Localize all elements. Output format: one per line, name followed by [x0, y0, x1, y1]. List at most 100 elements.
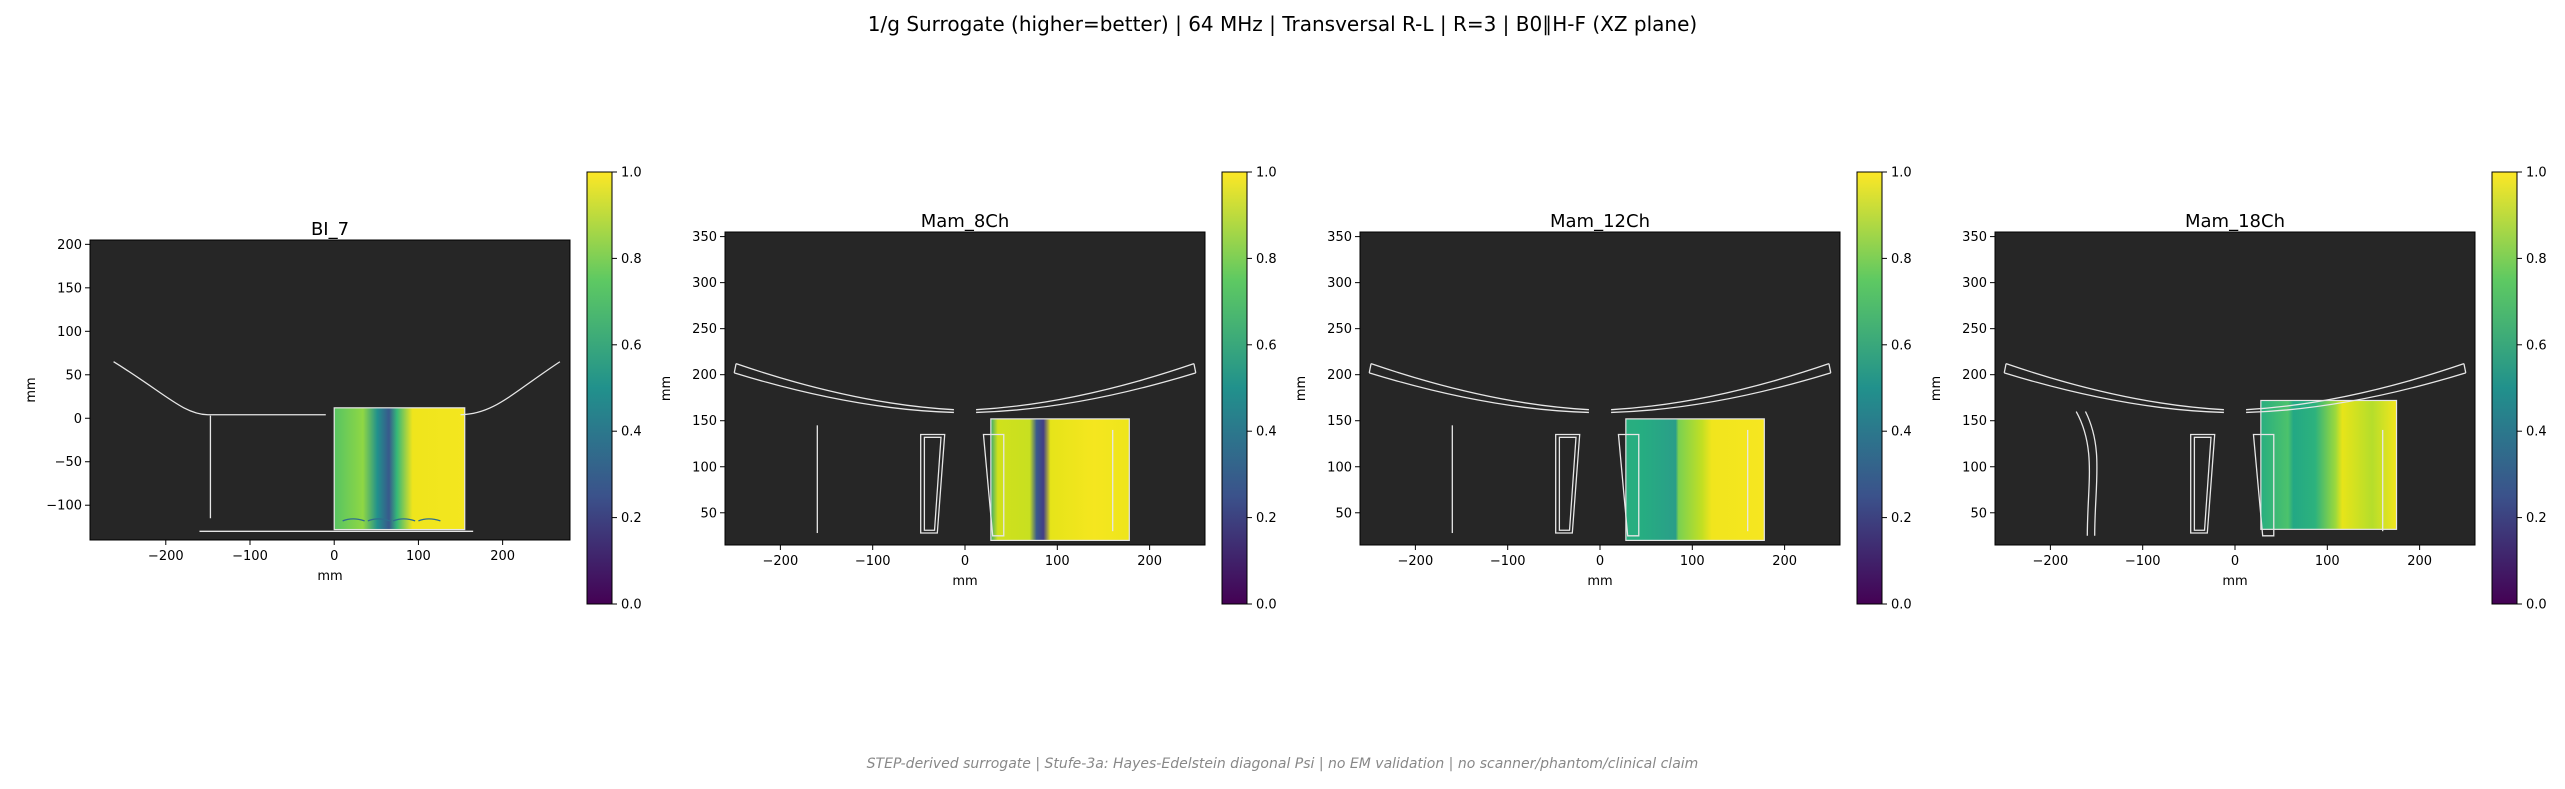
plot-area [725, 232, 1205, 545]
colorbar-tick-label: 0.2 [621, 511, 642, 526]
y-tick-label: 150 [1327, 414, 1352, 429]
subplot-title: Mam_12Ch [1550, 211, 1650, 232]
colorbar: 0.0 0.2 0.4 0.6 0.8 1.0 [2491, 166, 2547, 613]
subplot-title: Mam_18Ch [2185, 211, 2285, 232]
subplot-4: −200 −100 0 100 200 50 100 150 200 250 300 350 mm mm M… [1929, 166, 2547, 613]
y-tick-label: 200 [1327, 368, 1352, 383]
colorbar-gradient [1856, 171, 1883, 605]
coil-element-right [1617, 433, 1640, 537]
field-heatmap [334, 407, 465, 530]
colorbar-tick-label: 0.4 [1891, 425, 1912, 440]
x-tick-label: −100 [1490, 554, 1526, 569]
y-tick-label: 150 [692, 414, 717, 429]
field-outline [1625, 418, 1765, 541]
x-axis-label: mm [2222, 574, 2247, 589]
field-artifact [367, 518, 391, 522]
field-outline [333, 407, 466, 531]
plate-end [1368, 363, 1372, 373]
y-tick-label: 200 [692, 368, 717, 383]
figure-title: 1/g Surrogate (higher=better) | 64 MHz |… [867, 12, 1698, 36]
colorbar-tick-label: 1.0 [2526, 166, 2547, 181]
axes-frame [89, 239, 571, 541]
x-tick-label: 0 [2231, 554, 2239, 569]
x-tick-label: 200 [2407, 554, 2432, 569]
x-tick-label: 200 [1137, 554, 1162, 569]
colorbar-gradient [2491, 171, 2518, 605]
x-axis-label: mm [317, 569, 342, 584]
y-tick-label: 150 [57, 281, 82, 296]
colorbar: 0.0 0.2 0.4 0.6 0.8 1.0 [1856, 166, 1912, 613]
coil-element-left [2075, 411, 2091, 536]
colorbar-tick-label: 0.8 [1891, 252, 1912, 267]
x-tick-label: −100 [2125, 554, 2161, 569]
y-tick-label: 250 [1327, 322, 1352, 337]
y-tick-label: 50 [1970, 506, 1987, 521]
x-axis-label: mm [952, 574, 977, 589]
x-tick-label: 0 [330, 549, 338, 564]
x-tick-label: 0 [961, 554, 969, 569]
coil-element-mid [1555, 433, 1581, 534]
x-tick-label: 100 [1680, 554, 1705, 569]
y-tick-label: 300 [1962, 276, 1987, 291]
upper-plate-left [2005, 363, 2224, 411]
coil-element-right [982, 433, 1005, 537]
colorbar-tick-label: 0.0 [621, 598, 642, 613]
x-tick-label: −100 [232, 549, 268, 564]
y-tick-label: 200 [57, 238, 82, 253]
coil-element-mid-inner [1558, 436, 1577, 531]
colorbar-tick-label: 0.6 [1891, 338, 1912, 353]
colorbar-tick-label: 0.0 [2526, 598, 2547, 613]
y-tick-label: 250 [692, 322, 717, 337]
plate-end [1828, 363, 1832, 373]
plate-end [2003, 363, 2007, 373]
y-tick-label: 350 [1962, 230, 1987, 245]
plate-end [733, 363, 737, 373]
support-right-curve [460, 361, 561, 416]
colorbar-tick-label: 0.8 [2526, 252, 2547, 267]
upper-plate-right-inner [1611, 372, 1831, 414]
y-tick-label: 350 [1327, 230, 1352, 245]
colorbar-tick-label: 0.6 [1256, 338, 1277, 353]
field-artifact [418, 518, 441, 522]
x-tick-label: −100 [855, 554, 891, 569]
colorbar-tick-label: 1.0 [621, 166, 642, 181]
colorbar: 0.0 0.2 0.4 0.6 0.8 1.0 [1221, 166, 1277, 613]
subplot-1: −200 −100 0 100 200 −100 −50 0 50 100 150 200 mm mm BI… [24, 166, 642, 613]
geometry-outlines [2003, 363, 2467, 537]
colorbar-tick-label: 0.0 [1256, 598, 1277, 613]
x-tick-label: 200 [490, 549, 515, 564]
coil-element-mid-inner [923, 436, 942, 531]
y-tick-label: 300 [1327, 276, 1352, 291]
y-tick-label: 100 [692, 460, 717, 475]
upper-plate-right-inner [2246, 372, 2466, 414]
subplot-title: BI_7 [311, 219, 349, 240]
field-heatmap [2260, 400, 2397, 530]
colorbar-tick-label: 0.2 [1891, 511, 1912, 526]
colorbar-tick-label: 0.6 [621, 338, 642, 353]
y-tick-label: 250 [1962, 322, 1987, 337]
x-tick-label: 0 [1596, 554, 1604, 569]
y-axis-label: mm [1294, 376, 1309, 401]
figure-footnote: STEP-derived surrogate | Stufe-3a: Hayes… [866, 756, 1699, 772]
y-tick-label: 100 [1327, 460, 1352, 475]
colorbar-tick-label: 0.8 [1256, 252, 1277, 267]
y-tick-label: 100 [57, 325, 82, 340]
plate-end [1193, 363, 1197, 373]
plate-end [2463, 363, 2467, 373]
x-tick-label: −200 [763, 554, 799, 569]
field-heatmap [1625, 418, 1765, 541]
upper-plate-left-inner [1369, 372, 1589, 414]
coil-element-right [2252, 433, 2275, 537]
colorbar-tick-label: 0.2 [1256, 511, 1277, 526]
colorbar-tick-label: 1.0 [1256, 166, 1277, 181]
plot-area [90, 240, 570, 540]
colorbar-tick-label: 0.2 [2526, 511, 2547, 526]
x-tick-label: 100 [1045, 554, 1070, 569]
x-tick-label: −200 [1398, 554, 1434, 569]
colorbar-tick-label: 0.4 [2526, 425, 2547, 440]
upper-plate-left [1370, 363, 1589, 411]
coil-element-mid [2190, 433, 2216, 534]
coil-element-mid [920, 433, 946, 534]
plot-area [1995, 232, 2475, 545]
